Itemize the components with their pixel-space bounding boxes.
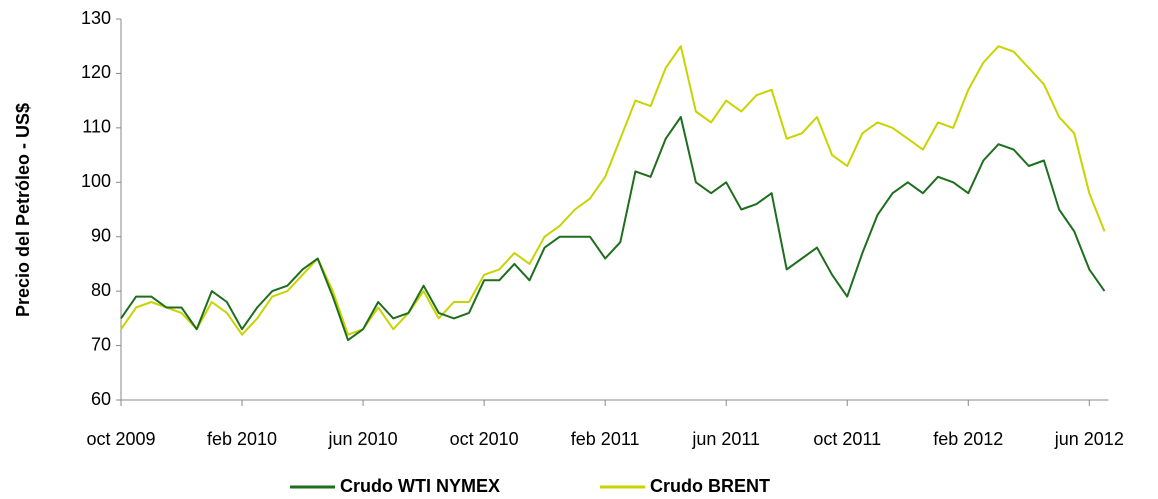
x-tick-label: jun 2010 bbox=[328, 429, 398, 449]
x-tick-label: feb 2010 bbox=[207, 429, 277, 449]
x-tick-label: feb 2012 bbox=[933, 429, 1003, 449]
y-tick-label: 90 bbox=[91, 225, 111, 245]
legend-label: Crudo BRENT bbox=[650, 476, 770, 496]
y-tick-label: 100 bbox=[81, 171, 111, 191]
x-tick-label: jun 2012 bbox=[1054, 429, 1124, 449]
y-tick-label: 60 bbox=[91, 389, 111, 409]
x-tick-label: jun 2011 bbox=[691, 429, 760, 449]
y-tick-label: 120 bbox=[81, 62, 111, 82]
y-tick-label: 110 bbox=[82, 117, 111, 137]
legend-label: Crudo WTI NYMEX bbox=[340, 476, 500, 496]
x-tick-label: feb 2011 bbox=[571, 429, 640, 449]
y-tick-label: 80 bbox=[91, 280, 111, 300]
x-tick-label: oct 2009 bbox=[86, 429, 155, 449]
y-axis-label: Precio del Petróleo - US$ bbox=[13, 103, 33, 317]
line-series bbox=[120, 45, 1106, 336]
x-tick-label: oct 2010 bbox=[450, 429, 519, 449]
line-series bbox=[120, 116, 1106, 342]
y-tick-label: 130 bbox=[81, 8, 111, 28]
y-tick-label: 70 bbox=[91, 334, 111, 354]
x-tick-label: oct 2011 bbox=[813, 429, 881, 449]
